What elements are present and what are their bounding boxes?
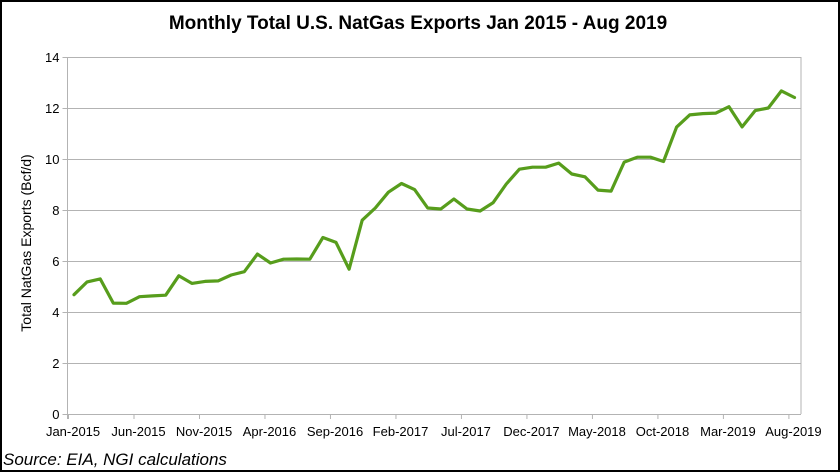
- x-tick-label: Aug-2019: [765, 424, 821, 439]
- x-tick-label: Jan-2015: [46, 424, 100, 439]
- chart-title: Monthly Total U.S. NatGas Exports Jan 20…: [168, 13, 668, 34]
- x-tick-label: Jun-2015: [111, 424, 165, 439]
- series-line-0: [72, 89, 797, 305]
- x-tick-label: May-2018: [568, 424, 626, 439]
- x-tick-label: Dec-2017: [503, 424, 559, 439]
- y-tick-labels: 0 2 4 6 8 10 12 14: [45, 50, 59, 422]
- source-note: Source: EIA, NGI calculations: [3, 450, 227, 469]
- x-tick-labels: Jan-2015 Jun-2015 Nov-2015 Apr-2016 Sep-2016…: [46, 424, 822, 439]
- y-tick-label: 12: [45, 101, 59, 116]
- y-tick-label: 4: [52, 305, 59, 320]
- x-tick-label: Nov-2015: [176, 424, 232, 439]
- x-tick-label: Mar-2019: [700, 424, 756, 439]
- gridlines: [67, 57, 802, 414]
- y-tick-label: 14: [45, 50, 59, 65]
- axes: [62, 57, 801, 419]
- x-tick-label: Apr-2016: [243, 424, 296, 439]
- y-axis-title: Total NatGas Exports (Bcf/d): [18, 154, 34, 331]
- x-tick-label: Feb-2017: [373, 424, 429, 439]
- y-tick-label: 2: [52, 356, 59, 371]
- x-tick-label: Jul-2017: [441, 424, 491, 439]
- x-tick-label: Sep-2016: [307, 424, 363, 439]
- x-tick-label: Oct-2018: [636, 424, 689, 439]
- y-tick-label: 0: [52, 407, 59, 422]
- series-layer: [72, 89, 797, 305]
- y-tick-label: 8: [52, 203, 59, 218]
- y-tick-label: 10: [45, 152, 59, 167]
- y-tick-label: 6: [52, 254, 59, 269]
